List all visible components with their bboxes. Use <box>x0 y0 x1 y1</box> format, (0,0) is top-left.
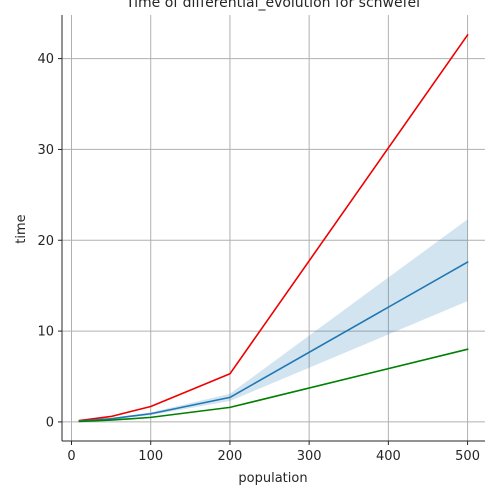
x-tick-label-2: 200 <box>218 449 243 464</box>
x-tick-label-5: 500 <box>455 449 480 464</box>
x-axis-label: population <box>238 471 307 486</box>
x-tick-label-0: 0 <box>67 449 75 464</box>
axes <box>61 15 485 442</box>
y-axis-label: time <box>14 214 29 243</box>
series-0-line <box>78 33 469 422</box>
x-tick-label-1: 100 <box>138 449 163 464</box>
series-lines <box>78 33 469 423</box>
y-tick-label-2: 20 <box>37 234 54 249</box>
chart-title: Time of differential_evolution for schwe… <box>125 0 420 11</box>
grid <box>62 15 485 441</box>
series-1-line <box>78 260 469 422</box>
y-tick-label-4: 40 <box>37 52 54 67</box>
series-1-confidence-band <box>79 219 468 422</box>
ticks: 0 100 200 300 400 500 0 10 20 30 40 <box>37 52 480 464</box>
y-tick-label-0: 0 <box>46 415 54 430</box>
y-tick-label-3: 30 <box>37 143 54 158</box>
x-tick-label-3: 300 <box>297 449 322 464</box>
confidence-bands <box>79 219 468 422</box>
series-2-line <box>78 348 469 423</box>
x-tick-label-4: 400 <box>376 449 401 464</box>
y-tick-label-1: 10 <box>37 325 54 340</box>
